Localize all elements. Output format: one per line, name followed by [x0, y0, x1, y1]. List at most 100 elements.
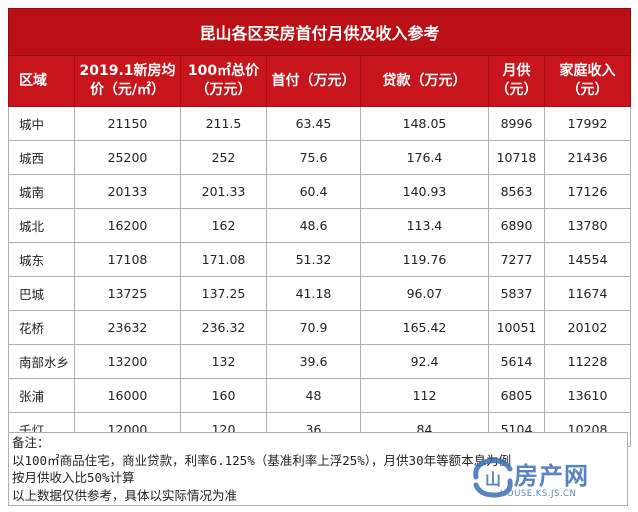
value-cell: 7277: [488, 242, 545, 277]
value-cell: 10051: [488, 310, 545, 345]
value-cell: 13200: [74, 344, 181, 379]
watermark-text: 房产网: [514, 462, 589, 490]
value-cell: 23632: [74, 310, 181, 345]
table-row: 城西 25200 252 75.6 176.4 10718 21436: [8, 140, 632, 175]
value-cell: 21436: [543, 140, 632, 175]
value-cell: 140.93: [360, 174, 489, 209]
house-logo-icon: 山: [473, 458, 513, 498]
note-line: 备注：: [12, 435, 50, 450]
column-header: 2019.1新房均 价（元/㎡）: [74, 55, 181, 107]
value-cell: 60.4: [266, 174, 361, 209]
value-cell: 137.25: [180, 276, 267, 311]
value-cell: 148.05: [360, 106, 489, 141]
value-cell: 13610: [543, 378, 632, 413]
column-header-line1: 贷款（万元）: [382, 72, 467, 89]
column-header-line1: 首付（万元）: [271, 72, 356, 89]
value-cell: 171.08: [180, 242, 267, 277]
value-cell: 48: [266, 378, 361, 413]
area-cell: 城中: [8, 106, 75, 141]
value-cell: 162: [180, 208, 267, 243]
value-cell: 20102: [543, 310, 632, 345]
column-header-line2: （万元）: [195, 82, 252, 98]
value-cell: 8996: [488, 106, 545, 141]
area-cell: 城南: [8, 174, 75, 209]
value-cell: 41.18: [266, 276, 361, 311]
table-row: 城南 20133 201.33 60.4 140.93 8563 17126: [8, 174, 632, 209]
value-cell: 13780: [543, 208, 632, 243]
value-cell: 160: [180, 378, 267, 413]
value-cell: 236.32: [180, 310, 267, 345]
value-cell: 51.32: [266, 242, 361, 277]
value-cell: 113.4: [360, 208, 489, 243]
value-cell: 11228: [543, 344, 632, 379]
value-cell: 211.5: [180, 106, 267, 141]
value-cell: 16200: [74, 208, 181, 243]
column-header-line1: 2019.1新房均: [79, 63, 176, 79]
table-row: 张浦 16000 160 48 112 6805 13610: [8, 378, 632, 413]
value-cell: 17992: [543, 106, 632, 141]
value-cell: 176.4: [360, 140, 489, 175]
value-cell: 20133: [74, 174, 181, 209]
value-cell: 21150: [74, 106, 181, 141]
value-cell: 252: [180, 140, 267, 175]
column-header-line2: （元）: [566, 82, 609, 98]
column-header: 100㎡总价 （万元）: [180, 55, 267, 107]
area-cell: 张浦: [8, 378, 75, 413]
table-row: 南部水乡 13200 132 39.6 92.4 5614 11228: [8, 344, 632, 379]
table-row: 花桥 23632 236.32 70.9 165.42 10051 20102: [8, 310, 632, 345]
value-cell: 5614: [488, 344, 545, 379]
column-header: 月供 （元）: [488, 55, 545, 107]
column-header: 区域: [8, 55, 75, 107]
value-cell: 96.07: [360, 276, 489, 311]
watermark-logo: 山 房产网 HOUSE.KS.JS.CN: [470, 455, 632, 505]
value-cell: 8563: [488, 174, 545, 209]
column-header-line1: 家庭收入: [559, 63, 616, 79]
column-header: 首付（万元）: [266, 55, 361, 107]
notes-box: 备注： 以100㎡商品住宅，商业贷款，利率6.125%（基准利率上浮25%），月供…: [8, 432, 628, 506]
value-cell: 75.6: [266, 140, 361, 175]
area-cell: 花桥: [8, 310, 75, 345]
table-row: 城北 16200 162 48.6 113.4 6890 13780: [8, 208, 632, 243]
price-table-sheet: 昆山各区买房首付月供及收入参考 区域 2019.1新房均 价（元/㎡） 100㎡总价 （…: [7, 8, 632, 447]
value-cell: 165.42: [360, 310, 489, 345]
value-cell: 112: [360, 378, 489, 413]
note-line: 按月供收入比50%计算: [12, 470, 135, 485]
column-header-line1: 100㎡总价: [187, 63, 260, 79]
column-header-line1: 月供: [502, 63, 531, 79]
value-cell: 70.9: [266, 310, 361, 345]
table-row: 巴城 13725 137.25 41.18 96.07 5837 11674: [8, 276, 632, 311]
value-cell: 6805: [488, 378, 545, 413]
value-cell: 16000: [74, 378, 181, 413]
table-row: 城中 21150 211.5 63.45 148.05 8996 17992: [8, 106, 632, 141]
column-header: 家庭收入 （元）: [543, 55, 632, 107]
value-cell: 39.6: [266, 344, 361, 379]
column-header: 贷款（万元）: [360, 55, 489, 107]
value-cell: 6890: [488, 208, 545, 243]
column-header-line2: （元）: [495, 82, 538, 98]
value-cell: 5837: [488, 276, 545, 311]
value-cell: 92.4: [360, 344, 489, 379]
table-title: 昆山各区买房首付月供及收入参考: [7, 8, 632, 56]
area-cell: 南部水乡: [8, 344, 75, 379]
table-header-row: 区域 2019.1新房均 价（元/㎡） 100㎡总价 （万元） 首付（万元） 贷款（万元） 月…: [8, 55, 632, 107]
column-header-line1: 区域: [19, 72, 47, 89]
value-cell: 48.6: [266, 208, 361, 243]
table-body: 城中 21150 211.5 63.45 148.05 8996 17992 城西 25200 2…: [8, 106, 632, 447]
value-cell: 13725: [74, 276, 181, 311]
note-line: 以100㎡商品住宅，商业贷款，利率6.125%（基准利率上浮25%），月供30年…: [12, 452, 512, 468]
value-cell: 25200: [74, 140, 181, 175]
table-row: 城东 17108 171.08 51.32 119.76 7277 14554: [8, 242, 632, 277]
column-header-line2: 价（元/㎡）: [89, 82, 166, 98]
value-cell: 132: [180, 344, 267, 379]
area-cell: 城东: [8, 242, 75, 277]
area-cell: 城西: [8, 140, 75, 175]
watermark-logo-char: 山: [485, 470, 501, 489]
value-cell: 17126: [543, 174, 632, 209]
value-cell: 10718: [488, 140, 545, 175]
value-cell: 119.76: [360, 242, 489, 277]
value-cell: 17108: [74, 242, 181, 277]
value-cell: 63.45: [266, 106, 361, 141]
area-cell: 城北: [8, 208, 75, 243]
value-cell: 14554: [543, 242, 632, 277]
